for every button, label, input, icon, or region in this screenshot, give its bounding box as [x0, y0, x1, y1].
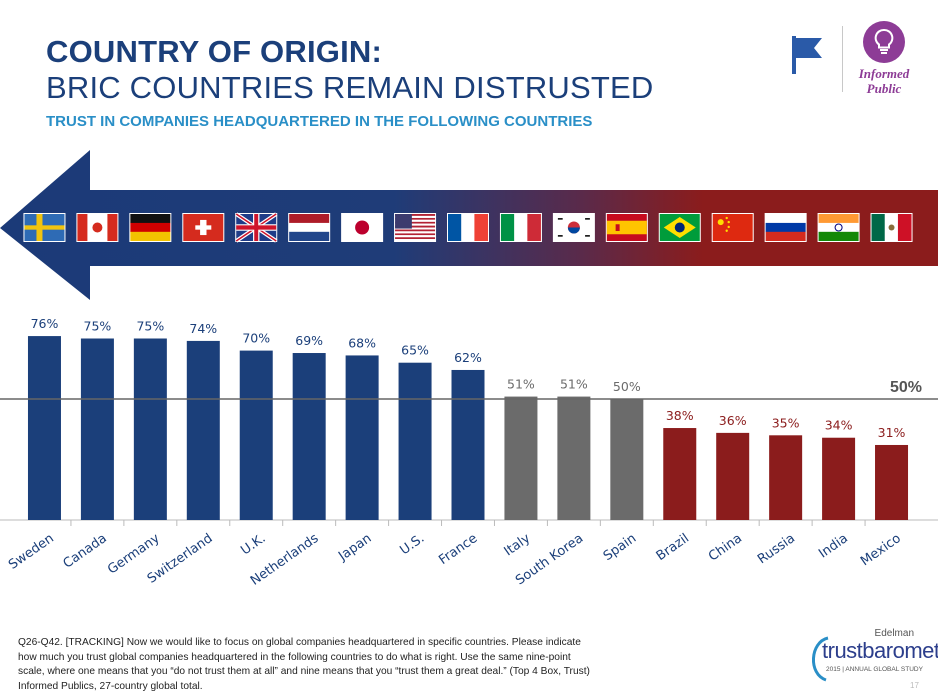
bar-india [822, 437, 856, 520]
flag-japan [341, 213, 384, 242]
bar-italy [504, 396, 538, 520]
header-divider [842, 26, 843, 92]
page-number: 17 [910, 681, 919, 690]
flag-germany [129, 213, 172, 242]
category-label: India [816, 531, 851, 562]
logo-product: trustbarometer [822, 638, 938, 663]
data-label: 74% [189, 321, 217, 336]
flag-india [817, 213, 860, 242]
bar-mexico [875, 444, 909, 520]
page-subtitle: TRUST IN COMPANIES HEADQUARTERED IN THE … [46, 113, 593, 130]
bar-france [451, 369, 485, 520]
category-label: Canada [61, 531, 110, 572]
data-label: 51% [507, 377, 535, 392]
page-title: COUNTRY OF ORIGIN: [46, 34, 382, 69]
data-label: 34% [825, 418, 853, 433]
bar-u-k- [239, 350, 273, 520]
bar-russia [769, 435, 803, 520]
category-label: U.S. [397, 531, 427, 558]
informed-public-badge: Informed Public [858, 66, 910, 96]
edelman-trustbarometer-logo: Edelman trustbarometer 2015 | ANNUAL GLO… [806, 628, 938, 690]
category-label: Brazil [654, 531, 692, 564]
data-label: 50% [613, 379, 641, 394]
category-label: France [436, 531, 480, 568]
data-label: 65% [401, 343, 429, 358]
bar-spain [610, 399, 644, 520]
bar-switzerland [186, 340, 220, 520]
flag-spain [605, 213, 648, 242]
trust-bar-chart: 76%Sweden75%Canada75%Germany74%Switzerla… [0, 316, 938, 589]
data-label: 35% [772, 415, 800, 430]
bar-canada [80, 338, 114, 520]
flag-u-k- [235, 212, 278, 243]
reference-line-label: 50% [890, 379, 922, 396]
flag-icon [792, 36, 822, 74]
page-title-line-2: BRIC COUNTRIES REMAIN DISTRUSTED [46, 70, 654, 105]
flag-italy [499, 213, 542, 242]
flag-netherlands [288, 213, 331, 242]
bar-netherlands [292, 353, 326, 520]
bar-china [716, 432, 750, 520]
category-label: U.K. [238, 531, 268, 558]
flag-u-s- [394, 213, 437, 242]
category-label: Japan [335, 531, 374, 565]
data-label: 36% [719, 413, 747, 428]
bar-germany [133, 338, 167, 520]
logo-company: Edelman [874, 628, 914, 639]
data-label: 51% [560, 377, 588, 392]
flag-sweden [23, 213, 66, 242]
bar-japan [345, 355, 379, 520]
trust-arrow-banner [0, 150, 938, 300]
category-label: Italy [502, 531, 534, 560]
bar-south-korea [557, 396, 591, 520]
flag-mexico [870, 213, 913, 242]
footnote: Q26-Q42. [TRACKING] Now we would like to… [18, 637, 590, 692]
bar-u-s- [398, 362, 432, 520]
bar-brazil [663, 428, 697, 520]
data-label: 70% [242, 331, 270, 346]
data-label: 75% [84, 319, 112, 334]
flag-russia [764, 213, 807, 242]
flag-china [711, 213, 754, 242]
data-label: 31% [878, 425, 906, 440]
logo-tagline: 2015 | ANNUAL GLOBAL STUDY [826, 666, 923, 673]
flag-brazil [658, 213, 701, 242]
data-label: 62% [454, 350, 482, 365]
data-label: 75% [136, 319, 164, 334]
category-label: Mexico [858, 531, 904, 569]
flag-canada [76, 213, 119, 242]
category-label: Sweden [6, 531, 57, 573]
data-label: 69% [295, 333, 323, 348]
category-label: China [706, 531, 745, 565]
flag-south-korea [552, 213, 595, 242]
flag-switzerland [182, 213, 225, 242]
category-label: Russia [755, 531, 798, 567]
category-label: Spain [601, 531, 639, 564]
lightbulb-icon [863, 21, 905, 63]
data-label: 76% [31, 316, 59, 331]
bar-sweden [27, 336, 61, 520]
flag-france [447, 213, 489, 242]
most-trusted-label: Most Trusted [102, 164, 196, 181]
data-label: 38% [666, 408, 694, 423]
data-label: 68% [348, 335, 376, 350]
logo-swoosh-icon [812, 636, 829, 682]
